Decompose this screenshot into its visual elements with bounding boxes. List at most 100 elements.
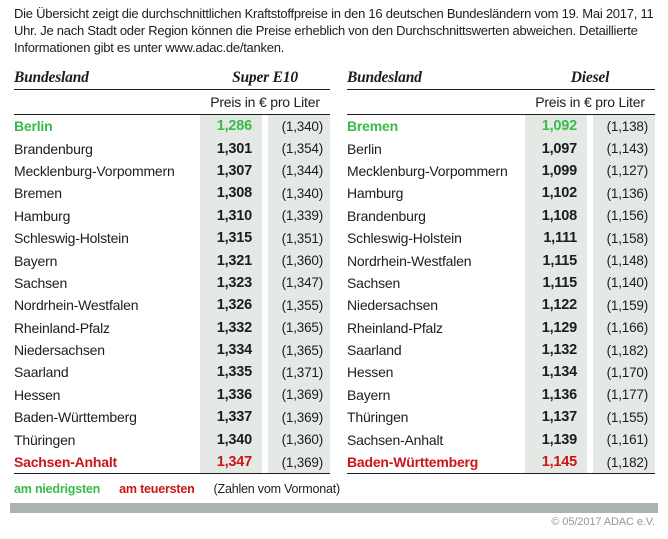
table-row: Berlin 1,097 (1,143) [347,137,655,160]
table-row: Rheinland-Pfalz 1,332 (1,365) [14,316,330,339]
price-previous: (1,369) [268,383,330,407]
column-gap [587,249,593,272]
table-body: Bremen 1,092 (1,138) Berlin 1,097 (1,143… [347,115,655,475]
state-name: Saarland [14,364,69,381]
table-body: Berlin 1,286 (1,340) Brandenburg 1,301 (… [14,115,330,475]
table-row: Saarland 1,335 (1,371) [14,361,330,384]
price-current: 1,334 [200,338,262,362]
column-gap [262,249,268,272]
price-previous: (1,161) [593,428,655,451]
price-previous: (1,177) [593,383,655,407]
column-gap [262,226,268,250]
price-current: 1,332 [200,316,262,339]
price-previous: (1,365) [268,316,330,339]
price-current: 1,102 [525,182,587,205]
column-header-bundesland: Bundesland [347,69,422,86]
intro-text: Die Übersicht zeigt die durchschnittlich… [14,6,654,55]
state-name: Baden-Württemberg [14,409,137,426]
table-row: Schleswig-Holstein 1,111 (1,158) [347,226,655,250]
price-current: 1,111 [525,226,587,250]
column-header-bundesland: Bundesland [14,69,89,86]
table-row: Schleswig-Holstein 1,315 (1,351) [14,226,330,250]
price-current: 1,310 [200,204,262,227]
state-name: Niedersachsen [14,342,105,359]
price-previous: (1,355) [268,294,330,317]
price-previous: (1,371) [268,361,330,384]
table-super-e10: Bundesland Super E10 Preis in € pro Lite… [14,69,330,475]
table-row: Baden-Württemberg 1,145 (1,182) [347,450,655,474]
price-unit-header-row: Preis in € pro Liter [14,90,330,115]
table-row: Niedersachsen 1,122 (1,159) [347,294,655,317]
price-previous: (1,143) [593,137,655,160]
price-previous: (1,127) [593,159,655,183]
state-name: Hamburg [347,185,404,202]
column-gap [587,159,593,183]
state-name: Bayern [347,386,391,403]
legend: am niedrigsten am teuersten (Zahlen vom … [14,480,655,497]
price-previous: (1,170) [593,361,655,384]
state-name: Bayern [14,252,58,269]
price-previous: (1,159) [593,294,655,317]
state-name: Rheinland-Pfalz [347,319,443,336]
column-gap [262,294,268,317]
table-row: Sachsen-Anhalt 1,139 (1,161) [347,428,655,451]
column-gap [587,406,593,429]
state-name: Berlin [347,140,382,157]
price-unit-header-row: Preis in € pro Liter [347,90,655,115]
table-row: Nordrhein-Westfalen 1,115 (1,148) [347,249,655,272]
price-previous: (1,344) [268,159,330,183]
price-previous: (1,166) [593,316,655,339]
column-gap [262,115,268,138]
column-gap [262,271,268,295]
state-name: Schleswig-Holstein [14,230,129,247]
price-previous: (1,360) [268,428,330,451]
column-gap [587,450,593,474]
table-header-row: Bundesland Diesel [347,69,655,90]
column-gap [262,338,268,362]
state-name: Rheinland-Pfalz [14,319,110,336]
price-current: 1,115 [525,249,587,272]
column-gap [587,226,593,250]
price-previous: (1,340) [268,182,330,205]
price-previous: (1,360) [268,249,330,272]
price-current: 1,336 [200,383,262,407]
column-header-diesel: Diesel [570,69,610,86]
state-name: Brandenburg [347,207,426,224]
state-name: Hessen [14,386,61,403]
column-gap [262,450,268,474]
table-diesel: Bundesland Diesel Preis in € pro Liter B… [347,69,655,475]
price-previous: (1,369) [268,406,330,429]
table-row: Nordrhein-Westfalen 1,326 (1,355) [14,294,330,317]
price-previous: (1,140) [593,271,655,295]
state-name: Sachsen-Anhalt [347,431,444,448]
table-row: Brandenburg 1,108 (1,156) [347,204,655,227]
table-row: Hessen 1,336 (1,369) [14,383,330,407]
table-row: Baden-Württemberg 1,337 (1,369) [14,406,330,429]
legend-highest-label: am teuersten [119,481,195,496]
table-row: Brandenburg 1,301 (1,354) [14,137,330,160]
price-current: 1,323 [200,271,262,295]
state-name: Hessen [347,364,394,381]
price-previous: (1,347) [268,271,330,295]
state-name: Niedersachsen [347,297,438,314]
state-name: Baden-Württemberg [347,454,479,471]
adac-fuel-price-infographic: Die Übersicht zeigt die durchschnittlich… [0,5,668,539]
price-current: 1,340 [200,428,262,451]
legend-previous-month-note: (Zahlen vom Vormonat) [213,481,341,496]
price-current: 1,097 [525,137,587,160]
state-name: Berlin [14,118,53,135]
column-gap [587,115,593,138]
price-current: 1,122 [525,294,587,317]
state-name: Nordrhein-Westfalen [347,252,472,269]
legend-lowest-label: am niedrigsten [14,481,101,496]
price-current: 1,286 [200,115,262,138]
state-name: Bremen [347,118,398,135]
price-previous: (1,340) [268,115,330,138]
table-row: Hamburg 1,102 (1,136) [347,182,655,205]
price-previous: (1,339) [268,204,330,227]
tables-container: Bundesland Super E10 Preis in € pro Lite… [14,69,655,475]
column-gap [587,137,593,160]
column-gap [262,159,268,183]
table-row: Sachsen 1,115 (1,140) [347,271,655,295]
column-gap [587,338,593,362]
